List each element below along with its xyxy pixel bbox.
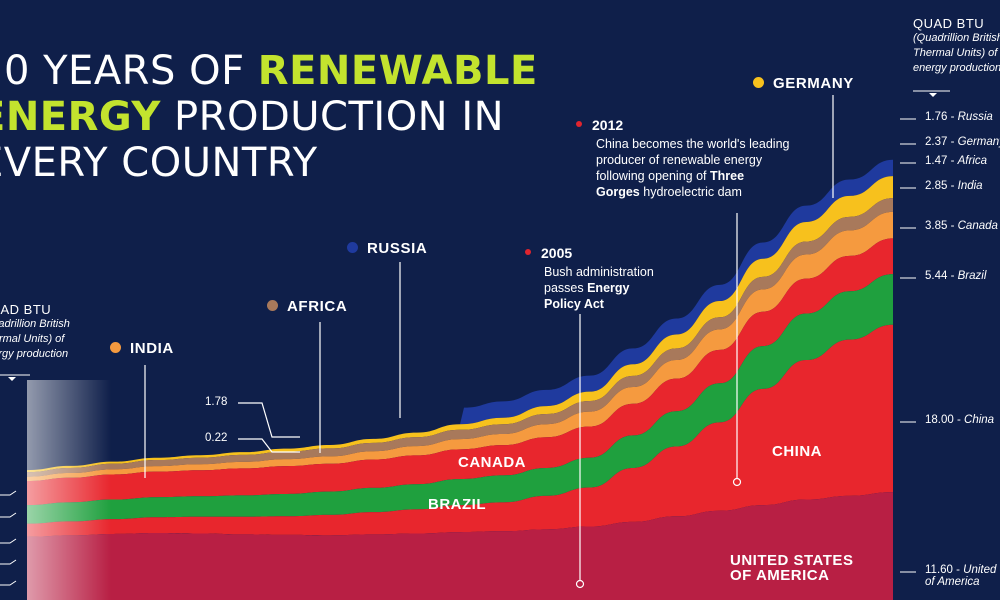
- africa-dot: [267, 299, 278, 311]
- area-label-usa-line1: UNITED STATES: [730, 552, 854, 569]
- annotation-2005-line-1: Bush administration: [544, 265, 654, 279]
- annotation-2012-line-1: China becomes the world's leading: [596, 137, 790, 151]
- 2005-marker: [575, 579, 585, 589]
- unit-legend-left: QUAD BTU (Quadrillion British Thermal Un…: [0, 302, 70, 360]
- area-india: [27, 211, 893, 481]
- area-label-china: CHINA: [772, 443, 822, 460]
- left-edge-tick-2: [0, 538, 17, 544]
- annotation-2005-line-2: passes Energy: [544, 281, 630, 295]
- left-unit-marker: [8, 377, 16, 381]
- left-edge-tick-4: [0, 580, 17, 586]
- 2012-marker: [732, 477, 742, 487]
- annotation-2005-text: Bush administration passes Energy Policy…: [544, 264, 654, 312]
- annotation-2005-year: 2005: [525, 245, 572, 261]
- callout-russia: RUSSIA: [347, 240, 427, 257]
- right-value-africa: 1.47 - Africa: [925, 155, 988, 167]
- russia-dot: [347, 241, 358, 253]
- india-dot: [110, 341, 121, 353]
- left-edge-tick-1: [0, 512, 17, 518]
- area-label-usa-line2: OF AMERICA: [730, 567, 830, 584]
- right-value-china: 18.00 - China: [925, 414, 995, 426]
- annotation-2012-line-2: producer of renewable energy: [596, 153, 763, 167]
- annotation-2012-year: 2012: [576, 117, 623, 133]
- unit-legend-right: QUAD BTU (Quadrillion British Thermal Un…: [913, 16, 1000, 74]
- germany-start-connector: [238, 438, 300, 453]
- right-value-united-states: 11.60 - United Statesof America: [925, 564, 1000, 588]
- left-edge-tick-0: [0, 490, 17, 496]
- area-label-canada: CANADA: [458, 454, 526, 471]
- left-value-russia-start: 1.78: [205, 396, 228, 408]
- callout-india: INDIA: [110, 340, 174, 357]
- fade-overlay: [27, 380, 307, 600]
- right-value-india: 2.85 - India: [925, 180, 983, 192]
- annotation-2012-line-4: Gorges hydroelectric dam: [596, 185, 742, 199]
- right-value-germany: 2.37 - Germany: [925, 136, 1000, 148]
- area-label-brazil: BRAZIL: [428, 496, 486, 513]
- annotation-2005-line-3: Policy Act: [544, 297, 604, 311]
- callout-germany: GERMANY: [753, 75, 854, 92]
- right-value-russia: 1.76 - Russia: [925, 111, 993, 123]
- annotation-2012-line-3: following opening of Three: [596, 169, 745, 183]
- area-china: [27, 324, 893, 537]
- germany-dot: [753, 76, 764, 88]
- russia-start-connector: [238, 402, 300, 438]
- area-brazil: [27, 274, 893, 524]
- area-russia: [460, 159, 893, 425]
- left-value-germany-start: 0.22: [205, 432, 228, 444]
- left-edge-tick-3: [0, 559, 17, 565]
- right-value-brazil: 5.44 - Brazil: [925, 270, 987, 282]
- annotation-2012-text: China becomes the world's leading produc…: [596, 136, 789, 200]
- right-value-canada: 3.85 - Canada: [925, 220, 998, 232]
- right-unit-marker: [929, 93, 937, 97]
- callout-africa: AFRICA: [267, 298, 347, 315]
